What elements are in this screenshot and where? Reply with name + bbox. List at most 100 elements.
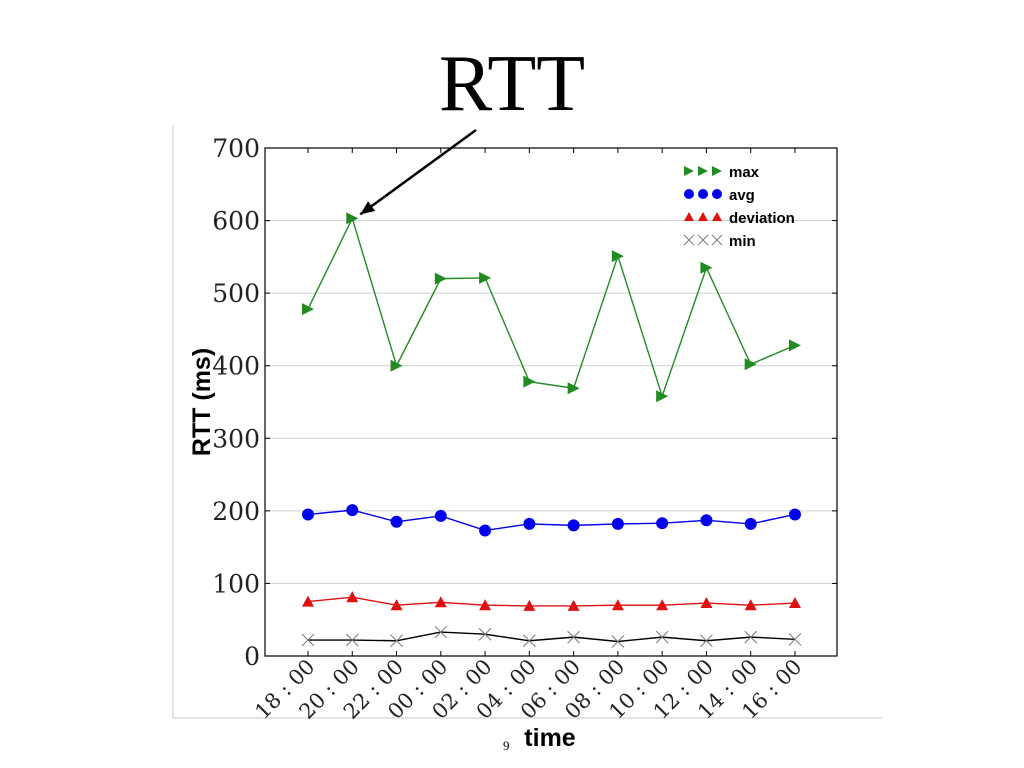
point-min — [522, 634, 536, 648]
cross-stroke — [301, 633, 315, 647]
point-avg — [700, 514, 713, 527]
point-avg — [434, 509, 447, 522]
legend-marker-min — [697, 234, 709, 246]
point-max — [744, 358, 757, 371]
point-min — [434, 625, 448, 639]
point-min — [301, 633, 315, 647]
cross-stroke — [655, 630, 669, 644]
legend-marker-min — [683, 234, 695, 246]
point-max — [346, 212, 359, 225]
cross-stroke — [700, 634, 713, 648]
cross-stroke — [567, 630, 580, 644]
series-line-min — [308, 631, 796, 643]
legend-marker-max — [698, 166, 708, 176]
y-tick-label: 600 — [212, 207, 260, 236]
legend-entry-min: min — [683, 233, 756, 250]
point-deviation — [390, 599, 403, 611]
y-tick-label: 400 — [212, 352, 260, 381]
point-min — [390, 634, 403, 648]
y-tick-label: 500 — [212, 279, 260, 308]
series-line-avg — [307, 509, 796, 532]
point-deviation — [434, 596, 447, 608]
slide-title: RTT — [438, 40, 586, 128]
point-deviation — [567, 599, 580, 611]
cross-stroke — [434, 625, 448, 639]
point-deviation — [744, 599, 757, 611]
y-tick-label: 200 — [212, 497, 260, 526]
cross-stroke — [711, 234, 723, 246]
point-min — [655, 630, 669, 644]
plot-border — [264, 147, 838, 657]
y-tick-label: 700 — [212, 134, 260, 163]
y-tick-label: 0 — [244, 642, 260, 671]
page-number: 9 — [503, 738, 510, 753]
point-max — [656, 390, 669, 403]
point-min — [788, 632, 802, 646]
annotation-arrow-shaft — [359, 128, 477, 216]
cross-stroke — [697, 234, 709, 246]
legend: max avg deviation min — [683, 164, 795, 250]
point-deviation — [700, 597, 713, 609]
point-avg — [346, 504, 359, 517]
cross-stroke — [522, 634, 536, 648]
legend-entry-max: max — [684, 164, 760, 181]
cross-stroke — [345, 633, 359, 647]
point-avg — [479, 524, 492, 537]
point-avg — [611, 517, 624, 530]
legend-marker-min — [711, 234, 723, 246]
cross-stroke — [744, 630, 758, 644]
y-tick-label: 300 — [212, 424, 260, 453]
legend-label: deviation — [729, 210, 795, 227]
grid-layer — [265, 220, 837, 584]
point-min — [700, 634, 713, 648]
cross-stroke — [478, 627, 492, 641]
point-min — [567, 630, 580, 644]
point-avg — [390, 515, 403, 528]
point-max — [700, 261, 713, 274]
point-max — [479, 271, 492, 284]
point-deviation — [523, 599, 536, 611]
point-deviation — [302, 595, 314, 607]
legend-marker-max — [684, 166, 694, 176]
point-deviation — [656, 599, 669, 611]
point-avg — [523, 517, 536, 530]
point-max — [611, 250, 624, 263]
point-max — [434, 272, 447, 285]
legend-label: min — [729, 233, 756, 250]
legend-marker-deviation — [712, 212, 722, 221]
annotation-arrow-head — [360, 201, 376, 215]
legend-marker-avg — [712, 189, 722, 199]
cross-stroke — [788, 632, 802, 646]
point-min — [611, 635, 625, 648]
legend-marker-deviation — [698, 212, 708, 221]
cross-stroke — [683, 234, 695, 246]
point-max — [788, 339, 801, 352]
point-max — [390, 359, 403, 372]
point-avg — [788, 508, 801, 521]
legend-marker-avg — [684, 189, 694, 199]
chart-frame-layer — [172, 125, 882, 719]
legend-marker-avg — [698, 189, 708, 199]
point-deviation — [479, 599, 492, 611]
point-deviation — [346, 591, 359, 603]
series-line-max — [307, 216, 796, 399]
cross-stroke — [390, 634, 403, 648]
point-avg — [744, 517, 757, 530]
annotation-layer — [359, 128, 477, 216]
point-max — [567, 382, 580, 395]
point-deviation — [611, 599, 624, 611]
point-deviation — [788, 597, 801, 609]
y-tick-label: 100 — [212, 569, 260, 598]
legend-entry-avg: avg — [684, 187, 755, 204]
point-avg — [567, 519, 580, 532]
legend-label: avg — [729, 187, 755, 204]
legend-label: max — [729, 164, 760, 181]
point-min — [345, 633, 359, 647]
series-line-deviation — [307, 596, 796, 607]
point-avg — [656, 517, 669, 530]
point-avg — [302, 508, 314, 521]
point-min — [478, 627, 492, 641]
point-max — [523, 375, 536, 388]
cross-stroke — [611, 635, 625, 648]
legend-marker-max — [712, 166, 722, 176]
